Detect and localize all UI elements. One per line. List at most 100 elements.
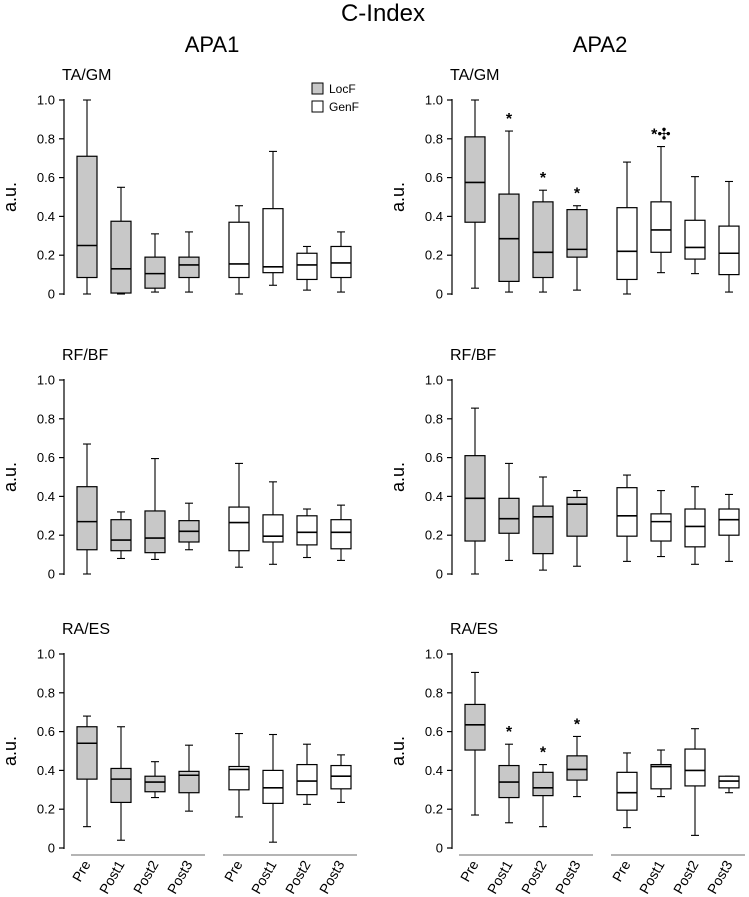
x-tick-label-apa2-locf-post1: Post1	[484, 857, 516, 896]
panel-title-apa2-ra-es: RA/ES	[450, 621, 498, 638]
box-apa1-ra-es-locf-post1	[110, 767, 132, 804]
y-tick-label-apa2-ta-gm: 0.6	[425, 170, 443, 185]
y-tick-label-apa2-ra-es: 0.4	[425, 763, 443, 778]
x-tick-label-apa1-genf-post1: Post1	[248, 857, 280, 896]
y-tick-label-apa1-ra-es: 0.4	[37, 763, 55, 778]
box-apa1-ta-gm-locf-post2	[144, 256, 166, 289]
x-tick-label-apa2-genf-post3: Post3	[704, 857, 736, 896]
y-tick-label-apa2-rf-bf: 1.0	[425, 373, 443, 388]
y-axis-label-apa1-rf-bf: a.u.	[0, 462, 20, 492]
y-tick-label-apa1-ta-gm: 0.8	[37, 131, 55, 146]
box-apa1-ra-es-locf-pre	[76, 726, 98, 780]
box-apa2-ta-gm-locf-post1	[498, 193, 520, 282]
box-apa2-ta-gm-locf-post3	[566, 209, 588, 258]
y-tick-label-apa1-rf-bf: 0.6	[37, 450, 55, 465]
significance-mark-apa2-ta-gm-locf-post1: *	[506, 111, 513, 128]
legend-label-locf: LocF	[329, 82, 356, 96]
box-apa2-rf-bf-locf-post2	[532, 505, 554, 555]
x-tick-label-apa2-locf-pre: Pre	[457, 857, 482, 884]
box-apa1-rf-bf-locf-pre	[76, 486, 98, 551]
y-tick-label-apa2-rf-bf: 0.4	[425, 489, 443, 504]
y-tick-label-apa1-ta-gm: 0.6	[37, 170, 55, 185]
box-apa1-rf-bf-genf-post2	[296, 515, 318, 546]
significance-mark-apa2-ra-es-locf-post2: *	[540, 745, 547, 762]
box-apa1-ta-gm-locf-post1	[110, 220, 132, 294]
x-tick-label-apa2-locf-post3: Post3	[552, 857, 584, 896]
panel-title-apa2-rf-bf: RF/BF	[450, 347, 496, 364]
box-apa1-ta-gm-locf-pre	[76, 155, 98, 279]
box-apa1-rf-bf-genf-post3	[330, 519, 352, 550]
y-tick-label-apa2-ra-es: 0.6	[425, 724, 443, 739]
box-apa1-ra-es-genf-post1	[262, 769, 284, 804]
significance-mark-apa2-ta-gm-genf-post1: *✣	[651, 127, 671, 144]
y-tick-label-apa1-ra-es: 0.8	[37, 685, 55, 700]
y-tick-label-apa2-rf-bf: 0.8	[425, 411, 443, 426]
plot-area: TA/GM a.u. 0 0.2 0.4 0.6 0.8 1.0 TA/GM a.u. 0 0.2 0.…	[0, 67, 745, 897]
panel-title-apa2-ta-gm: TA/GM	[450, 67, 499, 84]
x-tick-label-apa1-locf-pre: Pre	[69, 857, 94, 884]
y-tick-label-apa2-ta-gm: 1.0	[425, 93, 443, 108]
legend-swatch-genf	[311, 100, 324, 113]
y-tick-label-apa2-ra-es: 1.0	[425, 647, 443, 662]
significance-mark-apa2-ta-gm-locf-post2: *	[540, 170, 547, 187]
significance-mark-apa2-ra-es-locf-post1: *	[506, 724, 513, 741]
box-apa2-ta-gm-genf-post3	[718, 225, 740, 276]
y-axis-label-apa2-rf-bf: a.u.	[388, 462, 408, 492]
box-apa2-ra-es-genf-post1	[650, 763, 672, 790]
y-tick-label-apa2-rf-bf: 0.6	[425, 450, 443, 465]
box-apa2-ra-es-locf-post2	[532, 771, 554, 797]
y-tick-label-apa1-ta-gm: 0	[48, 287, 55, 302]
box-apa2-rf-bf-genf-post1	[650, 513, 672, 542]
y-tick-label-apa2-ta-gm: 0.4	[425, 209, 443, 224]
box-apa2-rf-bf-locf-post1	[498, 497, 520, 534]
y-tick-label-apa1-ta-gm: 0.4	[37, 209, 55, 224]
y-tick-label-apa1-ta-gm: 1.0	[37, 93, 55, 108]
box-apa1-ra-es-genf-post2	[296, 763, 318, 796]
y-tick-label-apa2-ra-es: 0.8	[425, 685, 443, 700]
x-tick-label-apa2-genf-post2: Post2	[670, 857, 702, 896]
box-apa2-ra-es-genf-post2	[684, 748, 706, 787]
y-tick-label-apa1-ra-es: 0	[48, 841, 55, 856]
y-tick-label-apa1-rf-bf: 1.0	[37, 373, 55, 388]
panel-title-apa1-rf-bf: RF/BF	[62, 347, 108, 364]
y-tick-label-apa1-rf-bf: 0	[48, 567, 55, 582]
y-tick-label-apa2-ta-gm: 0.8	[425, 131, 443, 146]
box-apa1-rf-bf-genf-post1	[262, 514, 284, 543]
y-axis-label-apa1-ra-es: a.u.	[0, 736, 20, 766]
legend-swatch-locf	[311, 82, 324, 95]
box-apa2-ra-es-genf-pre	[616, 771, 638, 811]
y-tick-label-apa1-ra-es: 0.6	[37, 724, 55, 739]
y-tick-label-apa1-ta-gm: 0.2	[37, 248, 55, 263]
x-tick-label-apa1-genf-pre: Pre	[221, 857, 246, 884]
box-apa2-rf-bf-genf-pre	[616, 487, 638, 537]
y-axis-label-apa2-ta-gm: a.u.	[388, 182, 408, 212]
box-apa2-ta-gm-locf-pre	[464, 136, 486, 223]
y-tick-label-apa2-rf-bf: 0.2	[425, 528, 443, 543]
y-tick-label-apa2-ra-es: 0	[436, 841, 443, 856]
box-apa1-ra-es-genf-post3	[330, 764, 352, 790]
x-tick-label-apa2-locf-post2: Post2	[518, 857, 550, 896]
x-tick-label-apa2-genf-post1: Post1	[636, 857, 668, 896]
y-axis-label-apa2-ra-es: a.u.	[388, 736, 408, 766]
y-tick-label-apa2-rf-bf: 0	[436, 567, 443, 582]
panel-title-apa1-ra-es: RA/ES	[62, 621, 110, 638]
y-tick-label-apa1-rf-bf: 0.4	[37, 489, 55, 504]
box-apa1-ta-gm-genf-post1	[262, 208, 284, 274]
box-apa2-ta-gm-locf-post2	[532, 201, 554, 279]
box-apa2-ra-es-locf-post3	[566, 755, 588, 781]
figure-title: C-Index	[341, 0, 425, 27]
box-apa1-ta-gm-genf-post3	[330, 245, 352, 279]
y-tick-label-apa2-ta-gm: 0.2	[425, 248, 443, 263]
box-apa1-ta-gm-locf-post3	[178, 256, 200, 279]
box-apa2-ra-es-genf-post3	[718, 775, 740, 789]
box-apa1-ra-es-genf-pre	[228, 765, 250, 791]
x-tick-label-apa1-locf-post2: Post2	[130, 857, 162, 896]
y-tick-label-apa1-rf-bf: 0.2	[37, 528, 55, 543]
y-tick-label-apa2-ta-gm: 0	[436, 287, 443, 302]
box-apa2-rf-bf-locf-post3	[566, 496, 588, 537]
box-apa1-ta-gm-genf-pre	[228, 221, 250, 279]
box-apa2-ta-gm-genf-post2	[684, 219, 706, 260]
box-apa2-ta-gm-genf-post1	[650, 201, 672, 253]
box-apa1-rf-bf-locf-post1	[110, 519, 132, 552]
